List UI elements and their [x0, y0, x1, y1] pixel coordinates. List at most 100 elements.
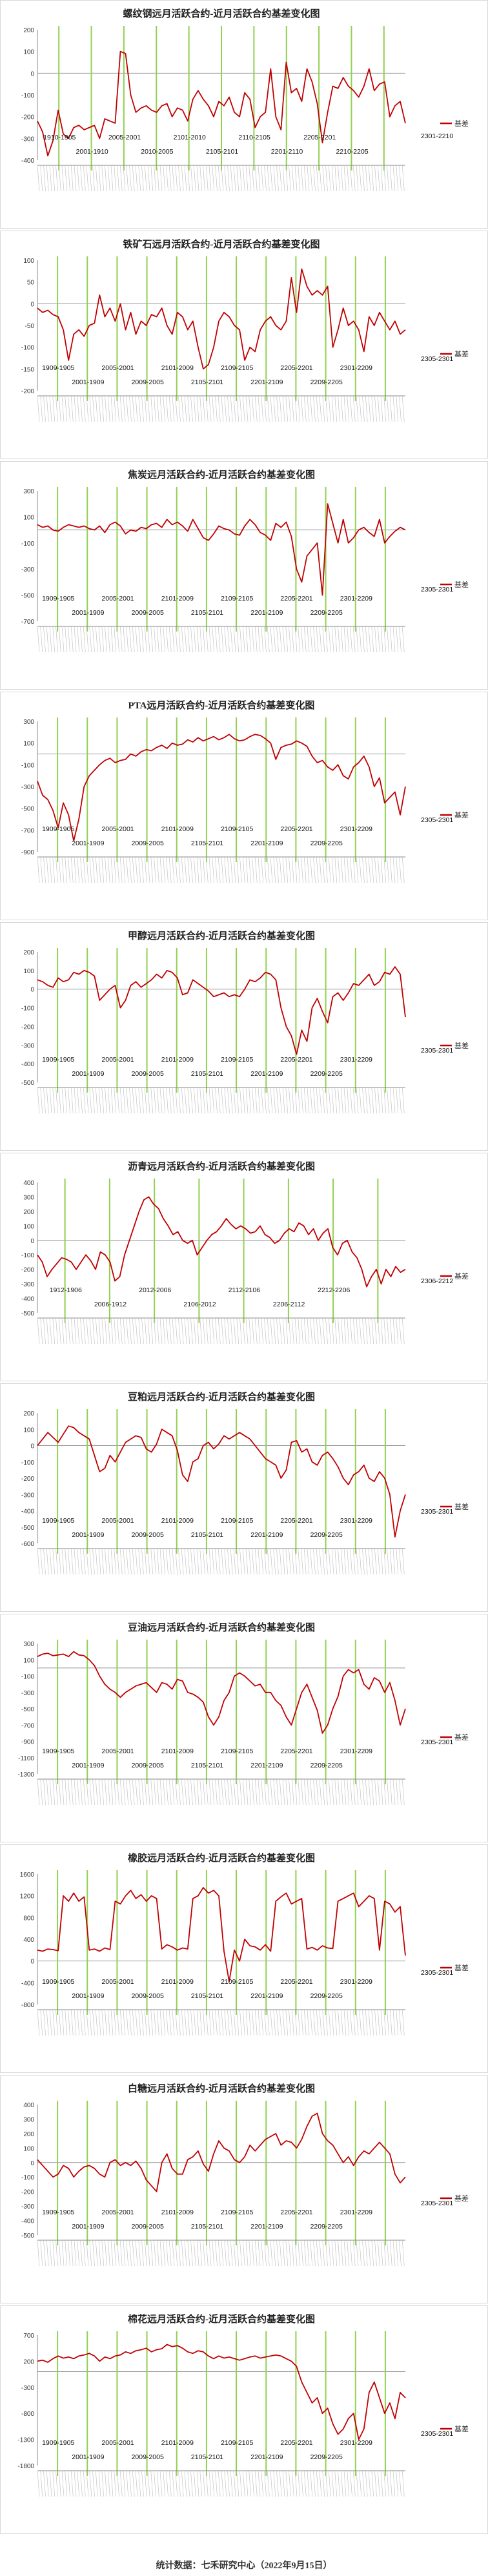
x-tick-mark [68, 2240, 70, 2267]
x-tick-mark [291, 165, 294, 192]
x-tick-mark [270, 1778, 273, 1806]
x-tick-mark [70, 1317, 74, 1345]
x-tick-mark [267, 2470, 270, 2497]
x-tick-mark [70, 1548, 74, 1575]
x-tick-mark [319, 2470, 322, 2497]
x-tick-mark [68, 395, 70, 422]
period-label: 2306-2212 [421, 1277, 453, 1285]
x-tick-mark [236, 2240, 239, 2267]
x-tick-mark [199, 165, 203, 192]
x-tick-mark [114, 1778, 117, 1806]
y-tick-label: -100 [21, 541, 34, 548]
x-tick-mark [74, 1778, 77, 1806]
x-tick-mark [203, 626, 205, 653]
x-tick-mark [95, 1778, 98, 1806]
x-tick-mark [285, 856, 289, 883]
x-tick-mark [52, 165, 56, 192]
x-tick-mark [129, 2470, 132, 2497]
y-tick-label: -300 [21, 1281, 34, 1288]
x-tick-mark [402, 1317, 405, 1345]
x-tick-mark [359, 856, 362, 883]
x-tick-mark [279, 856, 282, 883]
x-tick-mark [356, 165, 359, 192]
x-tick-mark [267, 2240, 270, 2267]
x-tick-mark [208, 1778, 212, 1806]
x-tick-mark [101, 1087, 105, 1114]
y-tick-label: -100 [21, 1674, 34, 1681]
x-tick-mark [273, 856, 276, 883]
x-tick-mark [89, 856, 92, 883]
legend-label: 基差 [454, 349, 469, 358]
x-tick-mark [380, 165, 383, 192]
x-tick-mark [402, 1778, 405, 1806]
x-tick-mark [221, 856, 224, 883]
period-label: 2305-2301 [421, 1969, 453, 1977]
x-tick-mark [245, 1087, 249, 1114]
x-tick-mark [298, 2240, 301, 2267]
x-tick-mark [359, 1087, 362, 1114]
y-tick-label: -1100 [18, 1755, 34, 1762]
x-tick-mark [98, 2470, 101, 2497]
x-tick-mark [276, 1778, 279, 1806]
x-tick-mark [264, 626, 267, 653]
x-tick-mark [334, 2240, 338, 2267]
x-tick-mark [175, 165, 178, 192]
x-tick-mark [49, 2009, 52, 2036]
x-tick-mark [114, 2009, 117, 2036]
x-tick-mark [37, 1087, 40, 1114]
x-tick-mark [168, 1778, 172, 1806]
x-tick-mark [74, 1548, 77, 1575]
period-label: 2105-2101 [206, 148, 238, 156]
x-tick-mark [322, 395, 325, 422]
x-tick-mark [316, 1778, 319, 1806]
x-tick-mark [282, 626, 285, 653]
x-tick-mark [199, 1317, 203, 1345]
x-tick-mark [132, 2240, 135, 2267]
x-tick-mark [368, 2009, 371, 2036]
x-tick-mark [156, 2470, 159, 2497]
x-tick-mark [218, 165, 221, 192]
x-tick-mark [107, 2009, 110, 2036]
x-tick-mark [119, 165, 123, 192]
x-tick-mark [40, 1317, 43, 1345]
x-tick-mark [92, 2009, 95, 2036]
x-tick-mark [273, 1087, 276, 1114]
x-tick-mark [105, 626, 107, 653]
x-tick-mark [331, 395, 334, 422]
x-tick-mark [178, 856, 181, 883]
x-tick-mark [316, 626, 319, 653]
x-tick-mark [83, 165, 86, 192]
x-tick-mark [49, 1548, 52, 1575]
x-tick-mark [313, 395, 316, 422]
x-tick-mark [193, 165, 196, 192]
x-tick-mark [168, 395, 172, 422]
chart-title: 甲醇远月活跃合约-近月活跃合约基差变化图 [128, 930, 315, 942]
x-tick-mark [43, 165, 46, 192]
x-tick-mark [343, 395, 347, 422]
y-tick-label: -200 [21, 388, 34, 395]
x-tick-mark [184, 2009, 187, 2036]
x-tick-mark [340, 1778, 343, 1806]
x-tick-mark [132, 1317, 135, 1345]
x-tick-mark [208, 2009, 212, 2036]
x-tick-mark [236, 1778, 239, 1806]
x-tick-mark [172, 2470, 175, 2497]
x-tick-mark [126, 1317, 129, 1345]
x-tick-mark [365, 856, 368, 883]
period-label: 2009-2005 [132, 2453, 164, 2461]
x-tick-mark [40, 2009, 43, 2036]
x-tick-mark [92, 2470, 95, 2497]
x-tick-mark [80, 1778, 83, 1806]
x-tick-mark [212, 1548, 215, 1575]
x-tick-mark [203, 165, 205, 192]
x-tick-mark [119, 1087, 123, 1114]
x-tick-mark [74, 2470, 77, 2497]
y-tick-label: 0 [30, 1959, 34, 1966]
x-tick-mark [261, 2470, 264, 2497]
x-tick-mark [117, 165, 119, 192]
x-tick-mark [396, 1317, 399, 1345]
x-tick-mark [92, 1317, 95, 1345]
x-tick-mark [245, 2240, 249, 2267]
x-tick-mark [261, 856, 264, 883]
x-tick-mark [205, 1317, 208, 1345]
